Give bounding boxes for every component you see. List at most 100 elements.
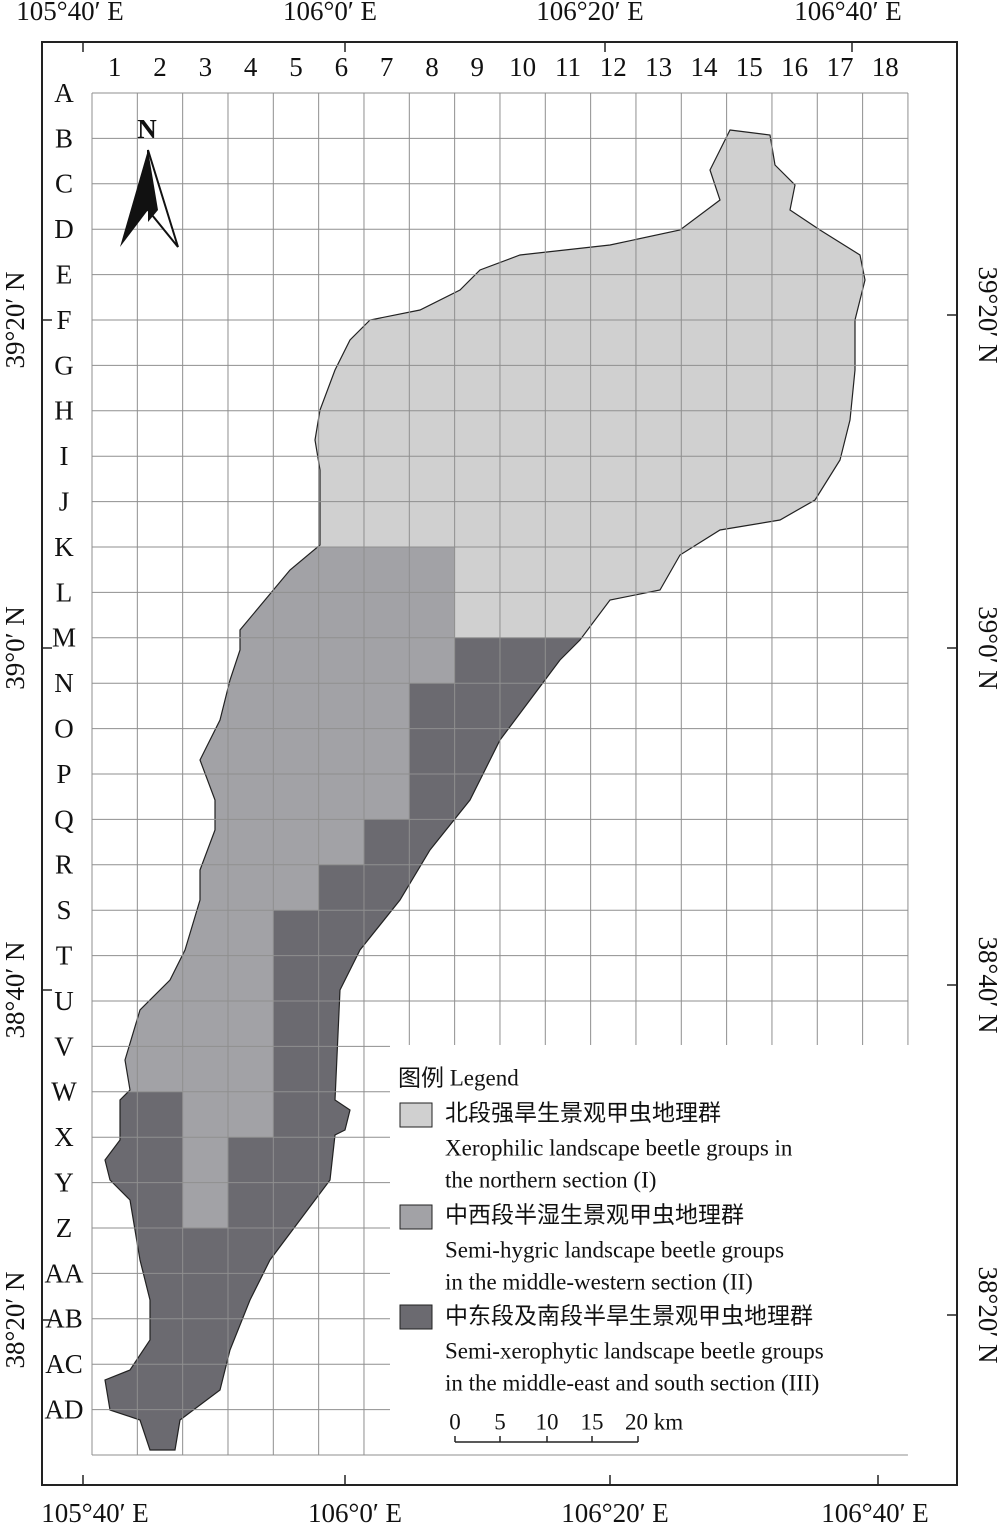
lon-label: 106°40′ E: [821, 1498, 928, 1528]
region-cell: [499, 637, 546, 684]
scale-bar: 0 5 10 15 20 km: [449, 1409, 683, 1443]
row-label: V: [54, 1031, 74, 1061]
legend-zh: 中东段及南段半旱生景观甲虫地理群: [445, 1303, 813, 1328]
region-cell: [817, 728, 864, 775]
region-cell: [363, 592, 410, 639]
region-cell: [137, 1364, 184, 1411]
row-label: S: [56, 895, 71, 925]
row-label: R: [55, 850, 73, 880]
region-cell: [590, 910, 637, 957]
region-cell: [227, 183, 274, 230]
region-cell: [182, 320, 229, 366]
row-label: K: [54, 532, 74, 562]
region-cell: [182, 410, 229, 457]
region-cell: [454, 910, 501, 957]
region-cell: [409, 229, 456, 276]
region-cell: [817, 1273, 864, 1320]
region-cell: [409, 138, 456, 185]
region-cell: [771, 501, 818, 548]
column-label: 2: [153, 52, 167, 82]
north-label: N: [137, 114, 157, 144]
region-cell: [227, 320, 274, 366]
row-label: T: [56, 941, 73, 971]
region-cell: [817, 1364, 864, 1411]
region-cell: [227, 274, 274, 321]
region-cell: [318, 1046, 365, 1093]
lat-label: 39°0′ N: [0, 606, 30, 689]
region-cell: [137, 637, 184, 684]
region-cell: [499, 592, 546, 639]
region-cell: [499, 819, 546, 866]
region-cell: [499, 501, 546, 548]
region-cell: [409, 955, 456, 1002]
row-label: A: [54, 78, 74, 108]
region-cell: [499, 547, 546, 593]
column-label: 14: [690, 52, 718, 82]
lat-label: 38°20′ N: [973, 1267, 1000, 1364]
region-cell: [454, 501, 501, 548]
region-cell: [105, 410, 138, 457]
region-cell: [105, 1228, 138, 1274]
region-cell: [273, 1001, 320, 1047]
region-cell: [105, 365, 138, 412]
region-cell: [726, 1409, 773, 1450]
region-cell: [105, 274, 138, 321]
region-cell: [499, 955, 546, 1002]
region-cell: [681, 274, 728, 321]
region-cell: [635, 774, 682, 820]
region-cell: [363, 365, 410, 412]
row-label: W: [51, 1077, 77, 1107]
region-cell: [409, 728, 456, 775]
region-cell: [318, 320, 365, 366]
region-cell: [363, 410, 410, 457]
region-cell: [273, 819, 320, 866]
region-cell: [273, 728, 320, 775]
region-cell: [227, 1091, 274, 1138]
region-cell: [590, 1001, 637, 1047]
region-cell: [105, 1046, 138, 1093]
region-cell: [590, 683, 637, 730]
region-cell: [635, 456, 682, 503]
region-cell: [137, 592, 184, 639]
region-cell: [726, 229, 773, 276]
region-cell: [681, 910, 728, 957]
legend-swatch: [399, 1204, 433, 1230]
region-cell: [862, 1273, 865, 1320]
region-cell: [227, 819, 274, 866]
region-cell: [817, 637, 864, 684]
region-cell: [137, 864, 184, 911]
region-cell: [817, 1091, 864, 1138]
region-cell: [227, 547, 274, 593]
region-cell: [862, 910, 865, 957]
region-cell: [817, 365, 864, 412]
region-cell: [862, 501, 865, 548]
region-cell: [105, 910, 138, 957]
region-cell: [409, 547, 456, 593]
lat-label: 39°20′ N: [0, 272, 30, 369]
lon-label: 106°20′ E: [536, 0, 643, 26]
region-cell: [499, 456, 546, 503]
region-cell: [318, 955, 365, 1002]
region-cell: [545, 547, 592, 593]
region-cell: [318, 1364, 365, 1411]
region-cell: [635, 819, 682, 866]
region-cell: [318, 592, 365, 639]
legend-en: in the middle-western section (II): [445, 1269, 753, 1294]
region-cell: [182, 1364, 229, 1411]
region-cell: [499, 683, 546, 730]
region-cell: [454, 138, 501, 185]
region-cell: [137, 1273, 184, 1320]
region-cell: [363, 955, 410, 1002]
region-cell: [137, 910, 184, 957]
region-cell: [545, 728, 592, 775]
region-cell: [227, 910, 274, 957]
region-cell: [681, 138, 728, 185]
region-cell: [590, 183, 637, 230]
region-cell: [454, 410, 501, 457]
region-cell: [635, 320, 682, 366]
lat-label: 39°0′ N: [973, 606, 1000, 689]
region-cell: [363, 547, 410, 593]
region-cell: [635, 410, 682, 457]
legend-zh: 北段强旱生景观甲虫地理群: [445, 1100, 721, 1125]
region-cell: [409, 320, 456, 366]
